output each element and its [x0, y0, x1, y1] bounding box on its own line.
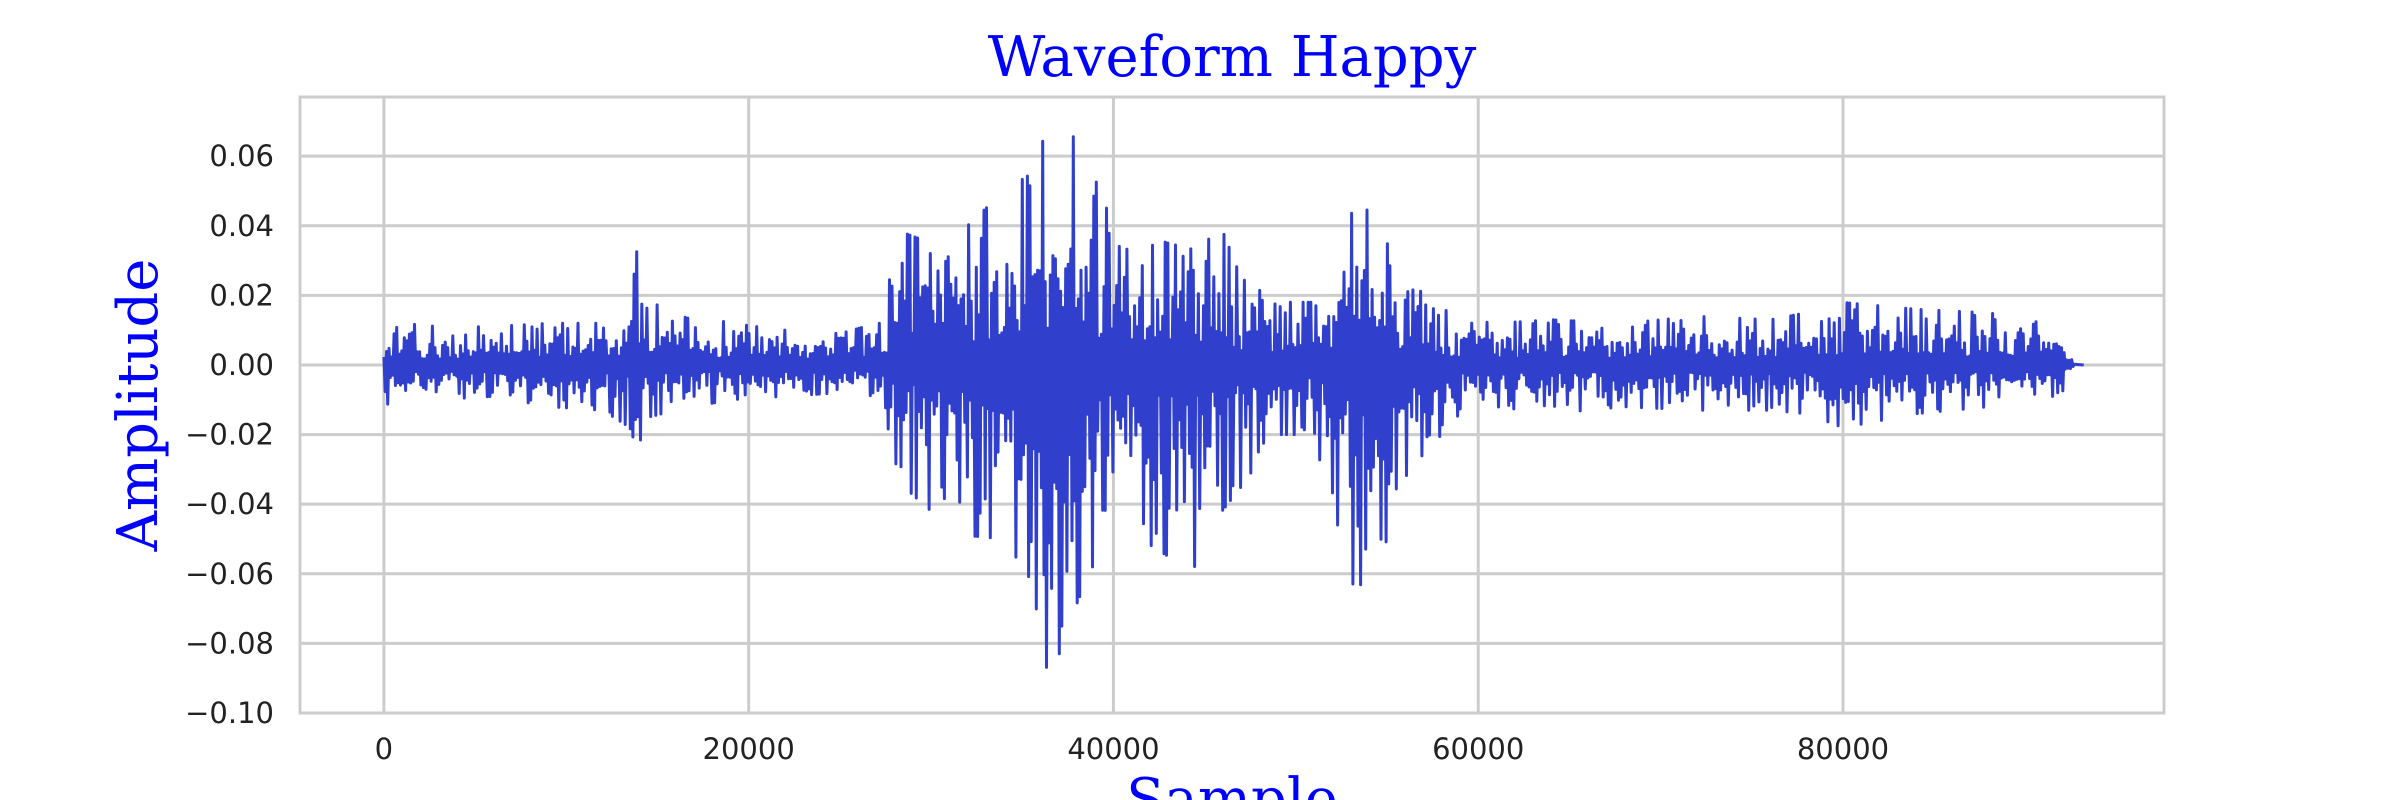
- y-tick-label: −0.08: [185, 626, 274, 660]
- y-tick-label: 0.00: [209, 348, 274, 382]
- y-tick-label: 0.02: [209, 278, 274, 312]
- waveform-line: [382, 135, 2084, 669]
- x-axis-label: Sample: [1126, 767, 1338, 800]
- y-tick-label: −0.04: [185, 487, 274, 521]
- x-tick-label: 0: [375, 732, 393, 766]
- y-tick-label: 0.04: [209, 209, 274, 243]
- x-tick-label: 80000: [1797, 732, 1889, 766]
- x-tick-label: 40000: [1067, 732, 1159, 766]
- x-tick-labels: 0 20000 40000 60000 80000: [375, 732, 1889, 766]
- series-layer: [382, 135, 2084, 669]
- y-axis-label: Amplitude: [106, 259, 171, 553]
- y-tick-label: −0.02: [185, 418, 274, 452]
- y-tick-label: −0.06: [185, 557, 274, 591]
- chart-title: Waveform Happy: [988, 25, 1477, 90]
- y-tick-labels: −0.10 −0.08 −0.06 −0.04 −0.02 0.00 0.02 0.04 0.0…: [185, 139, 274, 730]
- y-tick-label: 0.06: [209, 139, 274, 173]
- plot-frame: [298, 95, 2166, 715]
- x-tick-label: 20000: [703, 732, 795, 766]
- x-tick-label: 60000: [1432, 732, 1524, 766]
- y-tick-label: −0.10: [185, 696, 274, 730]
